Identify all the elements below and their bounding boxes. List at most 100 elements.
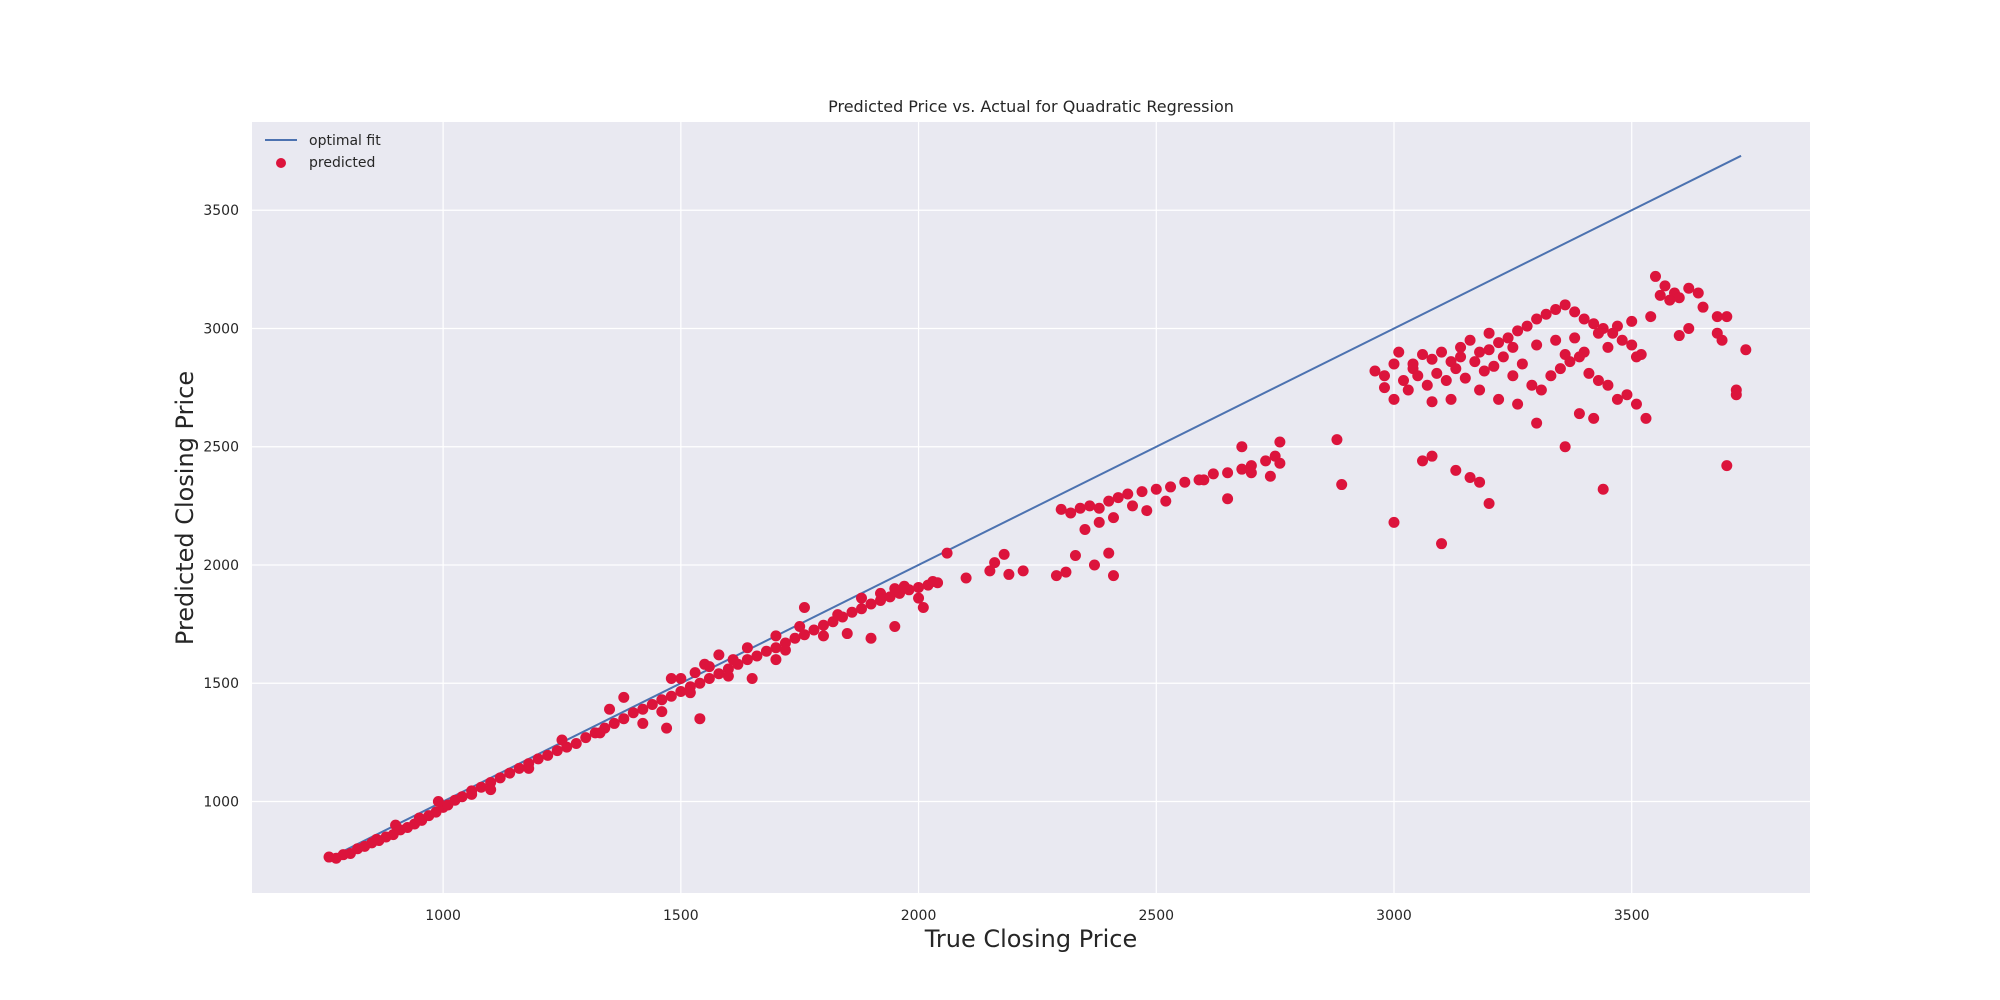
predicted-point <box>1060 566 1072 578</box>
predicted-point <box>637 717 649 729</box>
predicted-point <box>675 685 687 697</box>
predicted-series <box>323 270 1752 864</box>
predicted-point <box>1017 565 1029 577</box>
predicted-point <box>1626 339 1638 351</box>
predicted-point <box>1407 358 1419 370</box>
x-tick-label: 2500 <box>1138 908 1174 924</box>
predicted-point <box>789 632 801 644</box>
predicted-point <box>1592 327 1604 339</box>
predicted-point <box>722 670 734 682</box>
predicted-point <box>703 672 715 684</box>
predicted-point <box>1683 282 1695 294</box>
predicted-point <box>1578 346 1590 358</box>
predicted-point <box>1455 351 1467 363</box>
predicted-point <box>1474 476 1486 488</box>
predicted-point <box>1417 455 1429 467</box>
predicted-point <box>889 583 901 595</box>
predicted-point <box>1573 408 1585 420</box>
predicted-point <box>1645 311 1657 323</box>
predicted-point <box>1673 292 1685 304</box>
predicted-point <box>1483 344 1495 356</box>
predicted-point <box>494 772 506 784</box>
predicted-point <box>1550 334 1562 346</box>
predicted-point <box>1088 559 1100 571</box>
predicted-point <box>1459 372 1471 384</box>
predicted-point <box>865 598 877 610</box>
predicted-point <box>917 602 929 614</box>
x-axis-label: True Closing Price <box>924 925 1138 953</box>
predicted-point <box>1431 367 1443 379</box>
predicted-point <box>1336 479 1348 491</box>
y-axis-ticks: 1000 1500 2000 2500 3000 3500 <box>203 203 239 810</box>
predicted-point <box>1683 322 1695 334</box>
predicted-point <box>770 630 782 642</box>
predicted-point <box>817 619 829 631</box>
predicted-point <box>913 592 925 604</box>
predicted-point <box>1127 500 1139 512</box>
predicted-point <box>832 609 844 621</box>
chart-title: Predicted Price vs. Actual for Quadratic… <box>828 97 1234 116</box>
predicted-point <box>808 624 820 636</box>
predicted-point <box>741 642 753 654</box>
predicted-point <box>1160 495 1172 507</box>
predicted-point <box>751 650 763 662</box>
predicted-point <box>1540 308 1552 320</box>
predicted-point <box>1093 516 1105 528</box>
predicted-point <box>1488 360 1500 372</box>
predicted-point <box>1554 363 1566 375</box>
legend-label-optimal-fit: optimal fit <box>309 133 381 149</box>
predicted-point <box>1673 330 1685 342</box>
predicted-point <box>1074 502 1086 514</box>
predicted-point <box>1369 365 1381 377</box>
predicted-point <box>1507 341 1519 353</box>
predicted-point <box>1150 483 1162 495</box>
predicted-point <box>1483 327 1495 339</box>
predicted-point <box>927 576 939 588</box>
predicted-point <box>1236 441 1248 453</box>
predicted-point <box>618 713 630 725</box>
predicted-point <box>779 644 791 656</box>
predicted-point <box>1222 493 1234 505</box>
predicted-point <box>1583 367 1595 379</box>
predicted-point <box>1402 384 1414 396</box>
predicted-point <box>556 734 568 746</box>
predicted-point <box>523 762 535 774</box>
predicted-point <box>1474 346 1486 358</box>
predicted-point <box>798 602 810 614</box>
predicted-point <box>1721 311 1733 323</box>
predicted-point <box>1559 441 1571 453</box>
predicted-point <box>1502 332 1514 344</box>
predicted-point <box>1136 486 1148 498</box>
y-tick-label: 3500 <box>203 203 239 219</box>
predicted-point <box>1602 379 1614 391</box>
predicted-point <box>551 745 563 757</box>
predicted-point <box>1003 568 1015 580</box>
predicted-point <box>1421 379 1433 391</box>
predicted-point <box>1469 356 1481 368</box>
predicted-point <box>1112 492 1124 504</box>
predicted-point <box>1569 306 1581 318</box>
predicted-point <box>1426 353 1438 365</box>
predicted-point <box>1393 346 1405 358</box>
predicted-point <box>646 699 658 711</box>
predicted-point <box>1578 313 1590 325</box>
predicted-point <box>889 620 901 632</box>
y-axis-label: Predicted Closing Price <box>171 371 199 645</box>
predicted-point <box>1716 334 1728 346</box>
predicted-point <box>1664 294 1676 306</box>
predicted-point <box>1626 315 1638 327</box>
predicted-point <box>1649 270 1661 282</box>
predicted-point <box>1274 436 1286 448</box>
predicted-point <box>1535 384 1547 396</box>
predicted-point <box>1721 460 1733 472</box>
predicted-point <box>1740 344 1752 356</box>
predicted-point <box>1516 358 1528 370</box>
predicted-point <box>413 812 425 824</box>
predicted-point <box>466 788 478 800</box>
predicted-point <box>798 629 810 641</box>
predicted-point <box>475 781 487 793</box>
predicted-point <box>1464 334 1476 346</box>
predicted-point <box>1654 289 1666 301</box>
predicted-point <box>1107 570 1119 582</box>
predicted-point <box>1455 341 1467 353</box>
